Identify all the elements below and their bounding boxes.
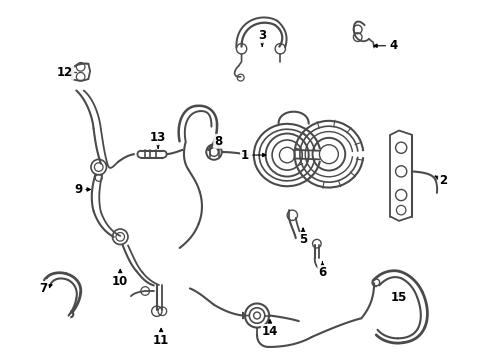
Text: 1: 1 [241, 149, 266, 162]
Text: 3: 3 [258, 30, 266, 46]
Text: 4: 4 [374, 39, 397, 52]
Text: 5: 5 [299, 228, 307, 246]
Text: 11: 11 [153, 328, 169, 347]
Text: 6: 6 [318, 262, 326, 279]
Text: 14: 14 [262, 320, 278, 338]
Text: 10: 10 [112, 269, 128, 288]
Text: 9: 9 [74, 183, 90, 196]
Text: 12: 12 [57, 66, 74, 79]
Text: 15: 15 [391, 291, 407, 303]
Text: 2: 2 [435, 174, 447, 186]
Text: 8: 8 [214, 135, 222, 149]
Text: 13: 13 [150, 131, 166, 148]
Text: 7: 7 [40, 282, 52, 295]
